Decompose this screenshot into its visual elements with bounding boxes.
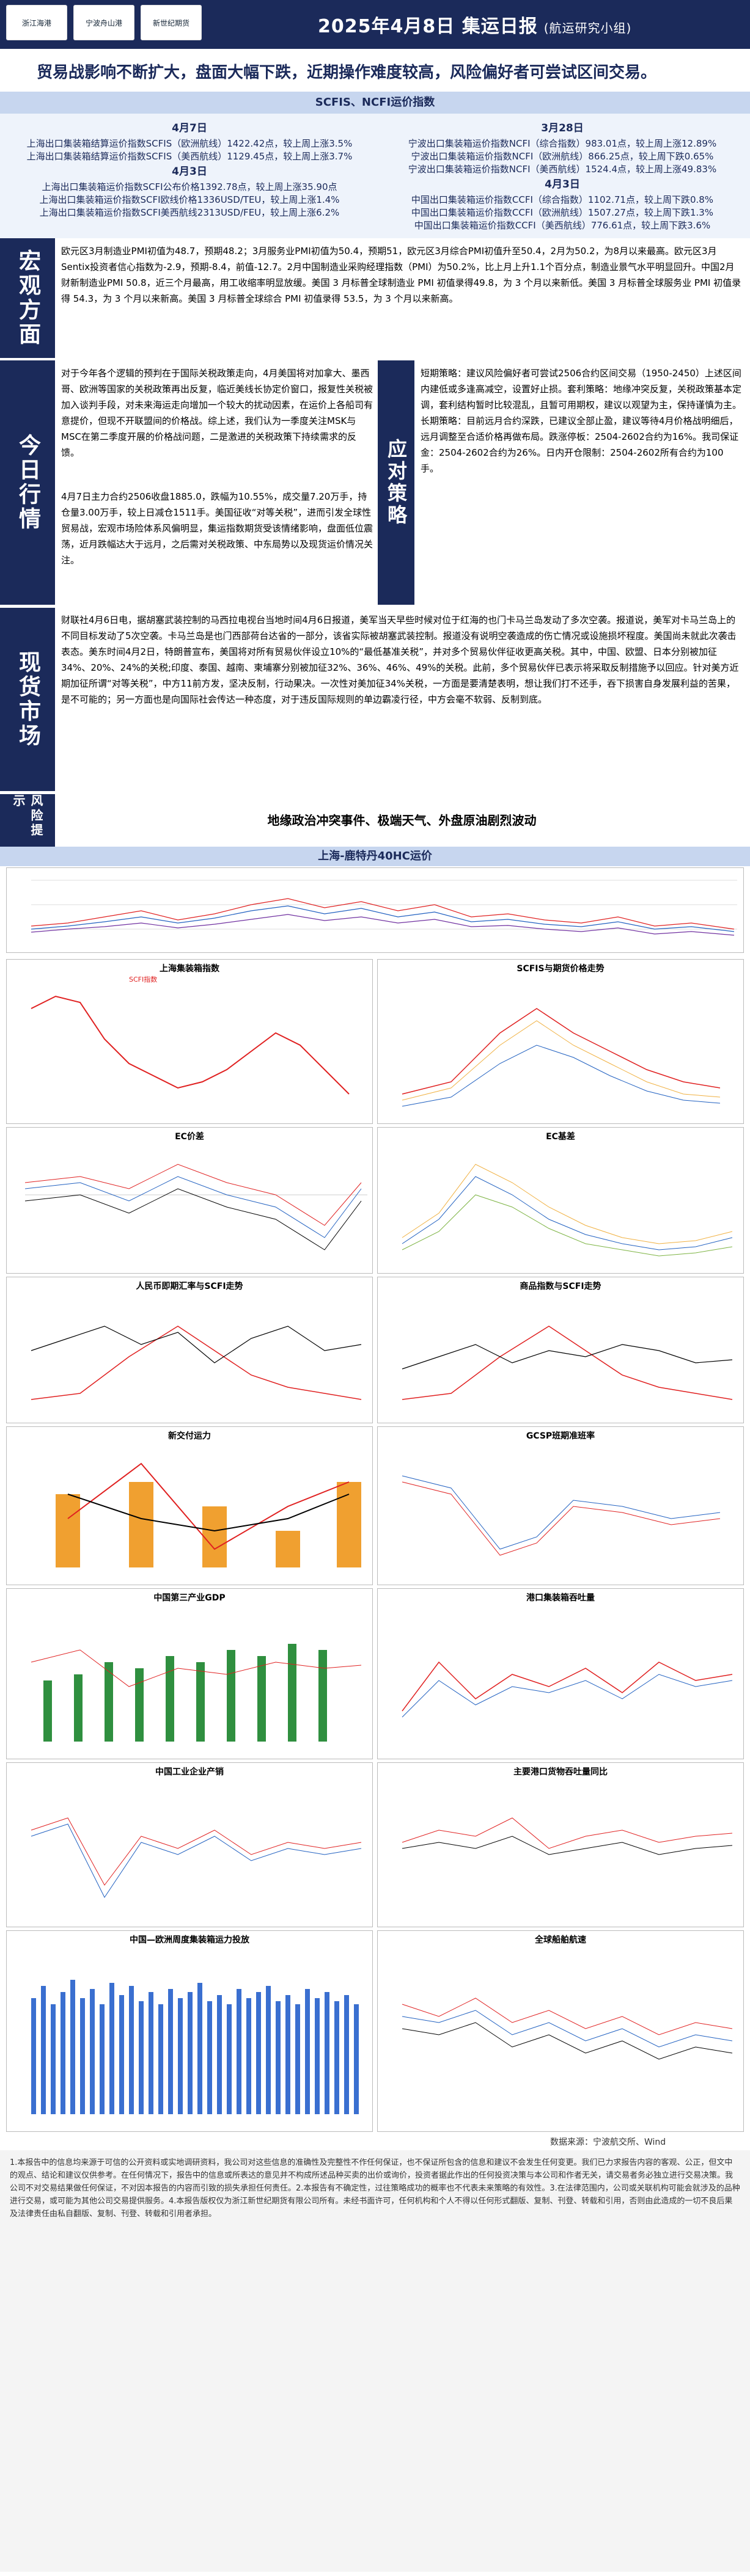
report-subtitle: (航运研究小组): [543, 21, 632, 35]
chart-new-capacity: [56, 1462, 361, 1567]
panel-gdp: 中国第三产业GDP: [6, 1588, 373, 1759]
data-source: 数据来源：宁波航交所、Wind: [550, 2137, 666, 2147]
report-title-text: 2025年4月8日 集运日报: [318, 16, 538, 37]
chart-commodity-scfi: [402, 1326, 733, 1400]
logo-xinshiji: 新世纪期货: [141, 5, 202, 40]
spot-label: 现货市场: [0, 608, 55, 791]
index-right: 3月28日 宁波出口集装箱运价指数NCFI（综合指数）983.01点，较上周上涨…: [391, 120, 733, 232]
index-line: 上海出口集装箱运价指数SCFI欧线价格1336USD/TEU，较上周上涨1.4%: [39, 194, 340, 205]
strategy-text: 短期策略：建议风险偏好者可尝试2506合约区间交易（1950-2450）上述区间…: [421, 368, 742, 474]
chart-scfis-futures: [402, 1008, 721, 1107]
report-header: 浙江海港 宁波舟山港 新世纪期货 2025年4月8日 集运日报 (航运研究小组): [0, 0, 750, 49]
today-text-1: 对于今年各个逻辑的预判在于国际关税政策走向，4月美国将对加拿大、墨西哥、欧洲等国…: [61, 368, 373, 458]
risk-text: 地缘政治冲突事件、极端天气、外盘原油剧烈波动: [267, 813, 537, 828]
chart-gcsp: [402, 1475, 721, 1556]
chart-fx-scfi: [31, 1326, 362, 1400]
disclaimer-text: 1.本报告中的信息均来源于可信的公开资料或实地调研资料，我公司对这些信息的准确性…: [10, 2158, 740, 2219]
chart-ec-basis: [402, 1164, 733, 1257]
index-line: 宁波出口集装箱运价指数NCFI（欧洲航线）866.25点，较上周下跌0.65%: [411, 151, 714, 162]
headline-text: 贸易战影响不断扩大，盘面大幅下跌，近期操作难度较高，风险偏好者可尝试区间交易。: [37, 64, 657, 82]
main-chart-svg: [31, 880, 737, 936]
panel-title: SCFIS与期货价格走势: [517, 964, 605, 974]
macro-label: 宏观方面: [0, 238, 55, 358]
index-line: 中国出口集装箱运价指数CCFI（欧洲航线）1507.27点，较上周下跌1.3%: [411, 207, 714, 218]
index-left: 4月7日 上海出口集装箱结算运价指数SCFIS（欧洲航线）1422.42点，较上…: [18, 120, 361, 219]
chart-ec-spread: [24, 1164, 367, 1250]
index-line: 中国出口集装箱运价指数CCFI（美西航线）776.61点，较上周下跌3.6%: [414, 220, 711, 231]
spot-text: 财联社4月6日电，据胡塞武装控制的马西拉电视台当地时间4月6日报道，美军当天早些…: [61, 615, 739, 705]
panel-industry: 中国工业企业产销: [6, 1762, 373, 1927]
index-date: 4月7日: [172, 122, 207, 134]
panel-scfis-futures: SCFIS与期货价格走势: [377, 959, 744, 1124]
chart-china-europe-capacity: [31, 1980, 359, 2114]
panel-ec-basis: EC基差: [377, 1127, 744, 1274]
panel-title: EC价差: [175, 1132, 204, 1142]
panel-fx-scfi: 人民币即期汇率与SCFI走势: [6, 1277, 373, 1423]
logo-group: 浙江海港 宁波舟山港 新世纪期货: [6, 5, 202, 40]
index-line: 上海出口集装箱运价指数SCFI公布价格1392.78点，较上周上涨35.90点: [42, 181, 337, 192]
chart-port-throughput: [402, 1661, 733, 1718]
chart-gdp: [31, 1644, 362, 1742]
index-date: 4月3日: [172, 166, 207, 178]
panel-title: 港口集装箱吞吐量: [526, 1593, 595, 1603]
panel-commodity-scfi: 商品指数与SCFI走势: [377, 1277, 744, 1423]
logo-ningbo-port: 宁波舟山港: [73, 5, 134, 40]
index-line: 上海出口集装箱结算运价指数SCFIS（美西航线）1129.45点，较上周上涨3.…: [26, 151, 353, 162]
index-block: 4月7日 上海出口集装箱结算运价指数SCFIS（欧洲航线）1422.42点，较上…: [0, 114, 750, 238]
index-line: 中国出口集装箱运价指数CCFI（综合指数）1102.71点，较上周下跌0.8%: [411, 194, 714, 205]
index-line: 上海出口集装箱结算运价指数SCFIS（欧洲航线）1422.42点，较上周上涨3.…: [26, 138, 353, 149]
headline-band: 贸易战影响不断扩大，盘面大幅下跌，近期操作难度较高，风险偏好者可尝试区间交易。: [0, 49, 750, 98]
panel-title: 全球船舶航速: [535, 1935, 586, 1945]
panel-port-goods: 主要港口货物吞吐量同比: [377, 1762, 744, 1927]
macro-text: 欧元区3月制造业PMI初值为48.7，预期48.2；3月服务业PMI初值为50.…: [61, 246, 741, 304]
panel-new-capacity: 新交付运力: [6, 1426, 373, 1585]
panel-title: 中国—欧洲周度集装箱运力投放: [130, 1935, 249, 1945]
index-section-title: SCFIS、NCFI运价指数: [0, 92, 750, 114]
strategy-label: 应对策略: [378, 360, 414, 605]
panel-port-throughput: 港口集装箱吞吐量: [377, 1588, 744, 1759]
main-chart-title: 上海-鹿特丹40HC运价: [0, 847, 750, 866]
panel-title: 主要港口货物吞吐量同比: [513, 1767, 608, 1777]
index-line: 宁波出口集装箱运价指数NCFI（综合指数）983.01点，较上周上涨12.89%: [408, 138, 717, 149]
index-line: 宁波出口集装箱运价指数NCFI（美西航线）1524.4点，较上周上涨49.83%: [408, 164, 717, 175]
report-title: 2025年4月8日 集运日报 (航运研究小组): [318, 11, 631, 38]
disclaimer: 1.本报告中的信息均来源于可信的公开资料或实地调研资料，我公司对这些信息的准确性…: [0, 2150, 750, 2572]
risk-label: 风险提示: [0, 794, 55, 847]
chart-ship-speed: [402, 1998, 733, 2060]
chart-scfi: [31, 995, 350, 1095]
panel-title: 中国工业企业产销: [155, 1767, 224, 1777]
legend-scfi: SCFI指数: [129, 976, 158, 983]
panel-ship-speed: 全球船舶航速: [377, 1930, 744, 2132]
panel-ec-spread: EC价差: [6, 1127, 373, 1274]
panel-title: GCSP班期准班率: [526, 1431, 595, 1441]
chart-industry: [31, 1817, 362, 1898]
panel-scfi: 上海集装箱指数 SCFI指数: [6, 959, 373, 1124]
chart-port-goods: [402, 1817, 733, 1855]
logo-zhejiang-port: 浙江海港: [6, 5, 67, 40]
panel-title: 新交付运力: [168, 1431, 211, 1441]
panel-title: 人民币即期汇率与SCFI走势: [136, 1282, 243, 1291]
panel-title: 商品指数与SCFI走势: [520, 1282, 601, 1291]
panel-title: 上海集装箱指数: [160, 964, 219, 974]
index-date: 3月28日: [541, 122, 584, 134]
index-line: 上海出口集装箱运价指数SCFI美西航线2313USD/FEU，较上周上涨6.2%: [39, 207, 340, 218]
panel-title: EC基差: [546, 1132, 575, 1142]
panel-title: 中国第三产业GDP: [153, 1593, 226, 1603]
index-date: 4月3日: [545, 178, 580, 191]
panel-gcsp: GCSP班期准班率: [377, 1426, 744, 1585]
panel-china-europe-capacity: 中国—欧洲周度集装箱运力投放: [6, 1930, 373, 2132]
main-chart-panel: [6, 867, 744, 953]
today-label: 今日行情: [0, 360, 55, 605]
today-text-2: 4月7日主力合约2506收盘1885.0，跌幅为10.55%，成交量7.20万手…: [61, 491, 373, 566]
